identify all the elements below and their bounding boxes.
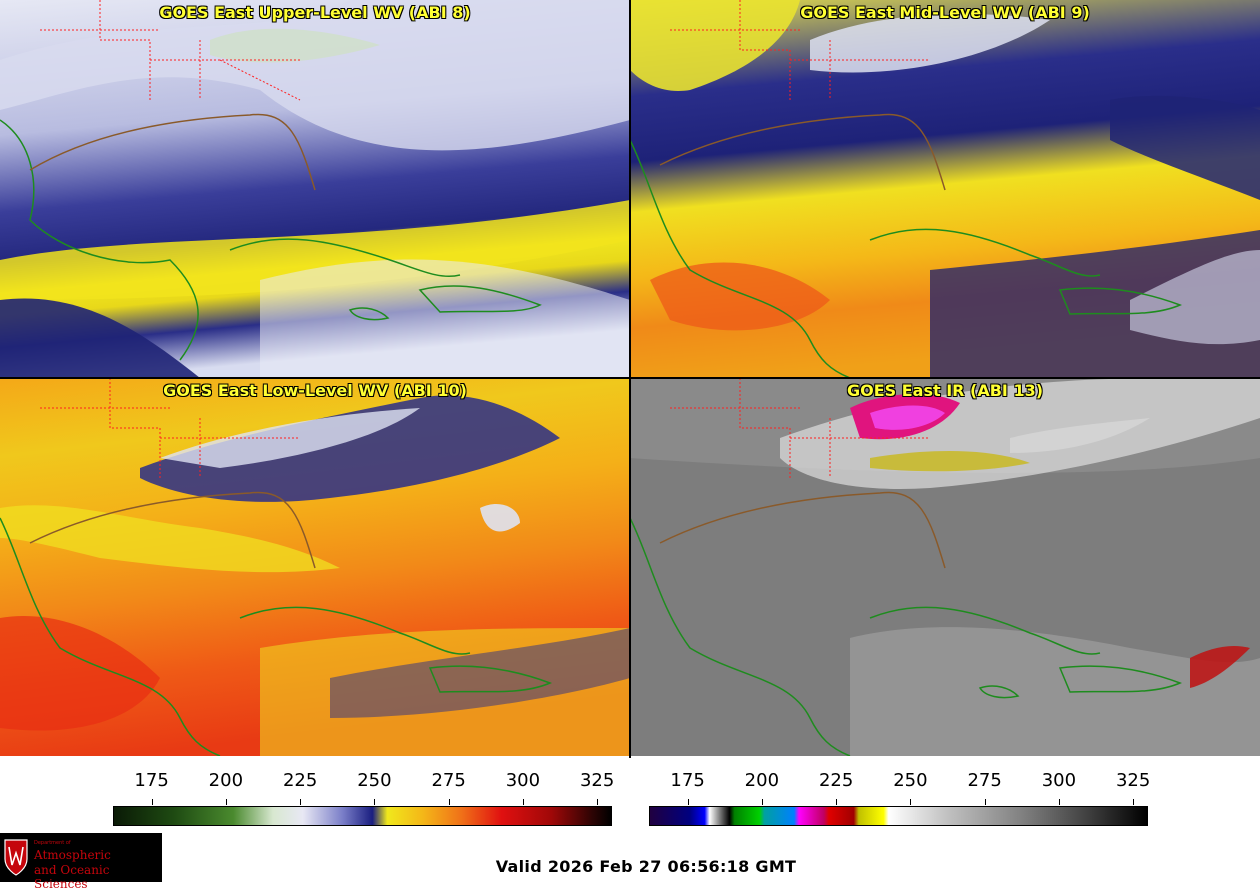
panel-divider-vertical — [629, 0, 631, 758]
colorbar-tick-label: 225 — [282, 770, 318, 791]
colorbar-tick-mark — [910, 799, 912, 805]
colorbar-tick-label: 325 — [1115, 770, 1151, 791]
ir-title: GOES East IR (ABI 13) — [846, 381, 1044, 400]
colorbar-tick-label: 325 — [579, 770, 615, 791]
colorbar-tick-label: 275 — [431, 770, 466, 791]
logo-dept-text: Department of — [34, 840, 71, 846]
upper-level-wv-image — [0, 0, 630, 378]
mid-level-wv-image — [630, 0, 1260, 378]
colorbar-tick-label: 225 — [818, 770, 854, 791]
low-level-wv-title: GOES East Low-Level WV (ABI 10) — [163, 381, 467, 400]
colorbar-tick-label: 200 — [744, 770, 780, 791]
colorbar-tick-mark — [984, 799, 986, 805]
colorbar-tick-mark — [1058, 799, 1060, 805]
colorbar-tick-mark — [374, 799, 376, 805]
colorbar-tick-label: 250 — [893, 770, 928, 791]
mid-level-wv-title: GOES East Mid-Level WV (ABI 9) — [800, 3, 1090, 22]
colorbar-tick-mark — [151, 799, 153, 805]
ir-panel: GOES East IR (ABI 13) — [630, 378, 1260, 756]
wv-colorbar — [113, 806, 612, 826]
colorbar-tick-label: 175 — [134, 770, 169, 791]
colorbar-tick-label: 300 — [1041, 770, 1077, 791]
colorbar-tick-mark — [448, 799, 450, 805]
logo-line1: Atmospheric — [34, 848, 111, 862]
uw-crest-icon — [4, 839, 28, 876]
colorbar-tick-label: 275 — [967, 770, 1002, 791]
colorbar-tick-label: 200 — [208, 770, 244, 791]
low-level-wv-image — [0, 378, 630, 756]
aos-logo: Department of Atmospheric and Oceanic Sc… — [0, 833, 162, 891]
colorbar-tick-mark — [300, 799, 302, 805]
colorbar-tick-mark — [761, 799, 763, 805]
panel-divider-horizontal — [0, 377, 1260, 379]
colorbar-tick-mark — [225, 799, 227, 805]
colorbar-tick-label: 175 — [670, 770, 705, 791]
upper-level-wv-panel: GOES East Upper-Level WV (ABI 8) — [0, 0, 630, 378]
colorbar-tick-mark — [1133, 799, 1135, 805]
colorbar-tick-mark — [597, 799, 599, 805]
colorbar-tick-label: 250 — [357, 770, 392, 791]
colorbar-tick-mark — [522, 799, 524, 805]
ir-colorbar-ticks: 175 200 225 250 275 300 325 — [649, 770, 1151, 806]
colorbar-tick-label: 300 — [505, 770, 541, 791]
ir-image — [630, 378, 1260, 756]
upper-level-wv-title: GOES East Upper-Level WV (ABI 8) — [159, 3, 471, 22]
wv-colorbar-ticks: 175 200 225 250 275 300 325 — [113, 770, 615, 806]
valid-time: Valid 2026 Feb 27 06:56:18 GMT — [495, 857, 797, 876]
colorbar-tick-mark — [687, 799, 689, 805]
mid-level-wv-panel: GOES East Mid-Level WV (ABI 9) — [630, 0, 1260, 378]
ir-colorbar — [649, 806, 1148, 826]
colorbar-tick-mark — [836, 799, 838, 805]
low-level-wv-panel: GOES East Low-Level WV (ABI 10) — [0, 378, 630, 756]
